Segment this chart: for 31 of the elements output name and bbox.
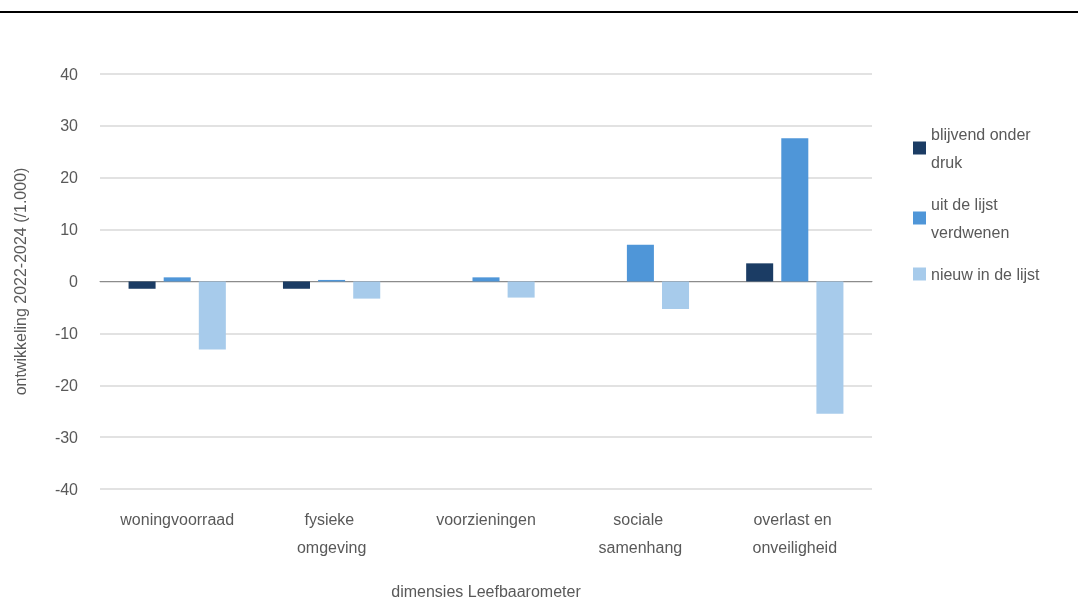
x-tick-label: fysieke omgeving	[296, 510, 367, 556]
y-tick-label: -20	[54, 376, 79, 394]
bar	[746, 263, 774, 282]
bar	[128, 281, 156, 289]
y-tick-label: 20	[60, 169, 79, 187]
y-tick-label: 10	[60, 221, 79, 239]
x-tick-label: woningvoorraad	[119, 510, 235, 528]
bar	[353, 281, 381, 299]
bar	[163, 277, 191, 282]
bar	[472, 277, 500, 282]
bar	[626, 244, 654, 282]
y-tick-label: -10	[54, 324, 79, 342]
legend-label: nieuw in de lijst	[931, 265, 1041, 283]
bar	[816, 281, 844, 414]
x-tick-label: overlast en onveiligheid	[752, 510, 838, 556]
bar	[198, 281, 226, 350]
bar	[781, 138, 809, 282]
y-axis-title: ontwikkeling 2022-2024 (/1.000)	[11, 167, 29, 396]
x-tick-label: sociale samenhang	[598, 510, 683, 556]
legend-label: blijvend onder druk	[931, 125, 1036, 171]
bar	[282, 281, 310, 289]
x-axis-title: dimensies Leefbaarometer	[391, 582, 582, 600]
x-tick-label: voorzieningen	[436, 510, 536, 528]
y-tick-label: 40	[60, 65, 79, 83]
y-tick-label: -40	[54, 480, 79, 498]
legend-label: uit de lijst verdwenen	[931, 195, 1010, 241]
y-tick-label: 0	[69, 273, 79, 290]
bar	[507, 281, 535, 298]
bar	[662, 281, 690, 309]
y-tick-label: 30	[60, 117, 79, 135]
y-tick-label: -30	[54, 428, 79, 446]
